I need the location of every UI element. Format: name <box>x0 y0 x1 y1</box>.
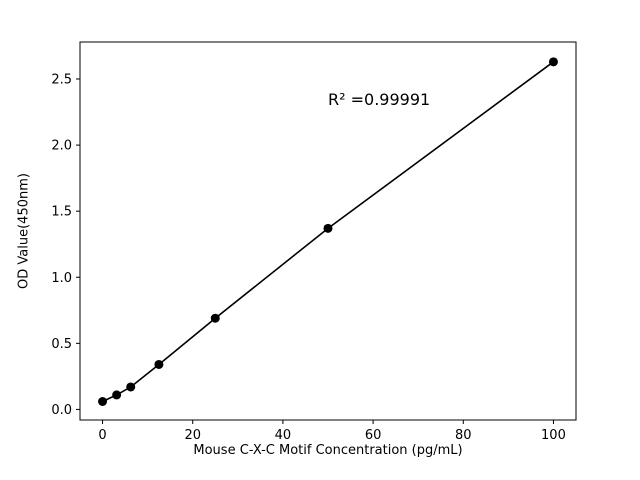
x-tick-label: 20 <box>184 428 201 443</box>
y-tick-label: 2.0 <box>51 139 72 154</box>
x-tick-label: 80 <box>455 428 472 443</box>
x-tick-label: 0 <box>98 428 106 443</box>
y-tick-label: 0.5 <box>51 337 72 352</box>
x-tick-label: 100 <box>541 428 566 443</box>
x-tick-label: 40 <box>275 428 292 443</box>
x-tick-label: 60 <box>365 428 382 443</box>
data-point <box>548 57 558 67</box>
y-axis-label: OD Value(450nm) <box>16 173 32 289</box>
data-point <box>112 390 122 400</box>
x-axis-label: Mouse C-X-C Motif Concentration (pg/mL) <box>193 443 463 458</box>
data-point <box>126 382 136 392</box>
plot-frame <box>79 41 577 421</box>
r-squared-annotation: R² =0.99991 <box>328 90 431 109</box>
data-point <box>323 223 333 233</box>
data-point <box>154 359 164 369</box>
y-tick-label: 2.5 <box>51 73 72 88</box>
y-tick-label: 0.0 <box>51 403 72 418</box>
data-point <box>210 313 220 323</box>
y-tick-label: 1.0 <box>51 271 72 286</box>
data-point <box>98 396 108 406</box>
y-tick-label: 1.5 <box>51 205 72 220</box>
